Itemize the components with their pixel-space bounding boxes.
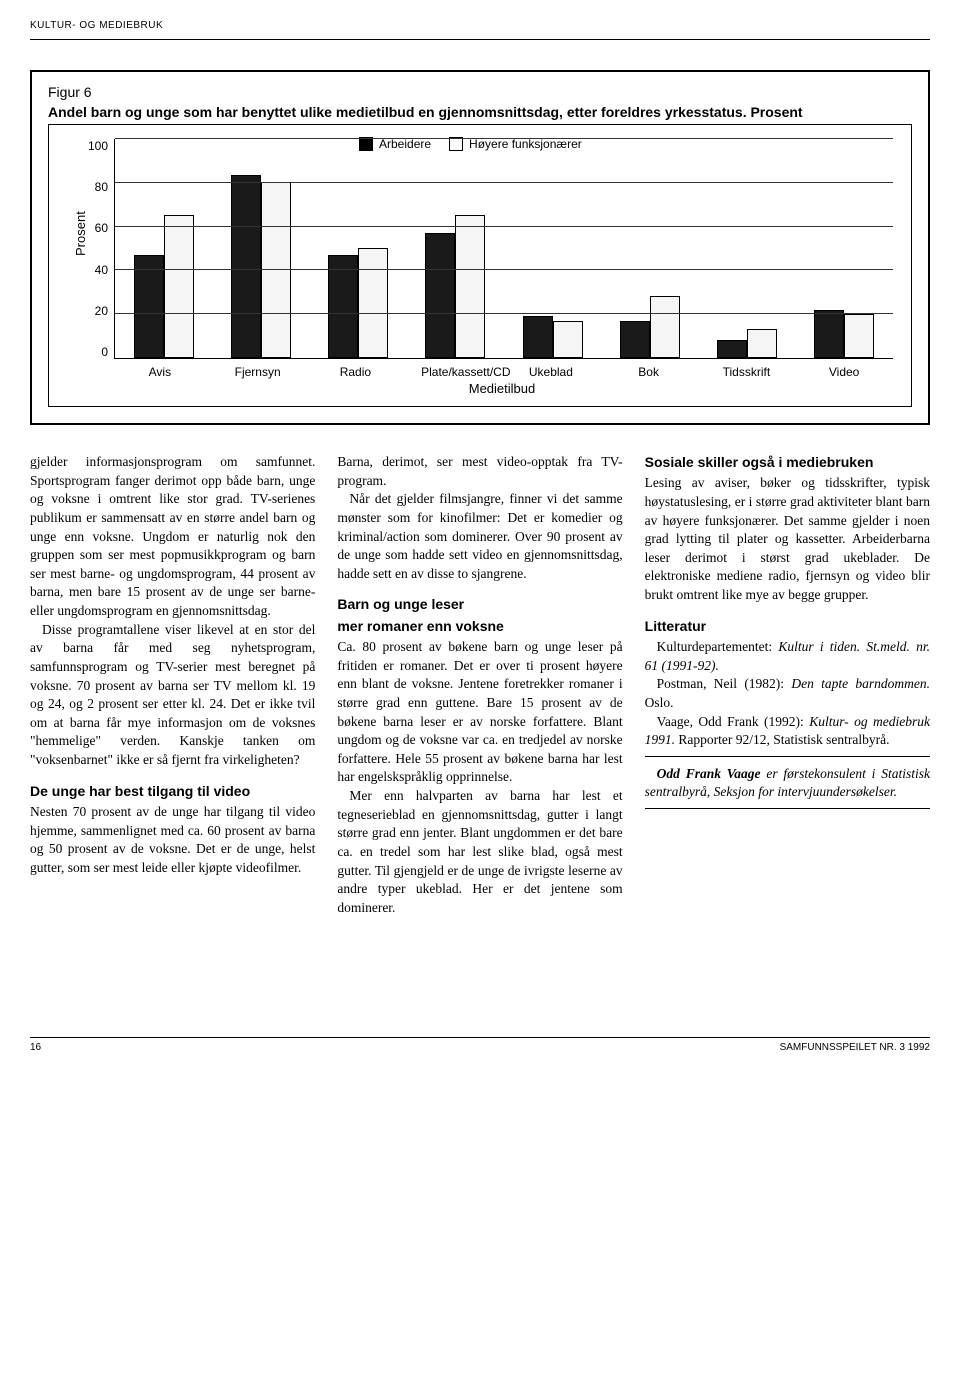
xtick-label: Avis	[128, 365, 192, 379]
col2-h1a: Barn og unge leser	[337, 595, 622, 614]
col1-h1: De unge har best tilgang til video	[30, 782, 315, 801]
x-axis-title: Medietilbud	[111, 381, 893, 396]
gridline	[115, 138, 893, 139]
bar-b	[553, 321, 583, 358]
col3-p1: Lesing av aviser, bøker og tidsskrifter,…	[645, 474, 930, 604]
xtick-label: Tidsskrift	[714, 365, 778, 379]
xtick-label: Fjernsyn	[226, 365, 290, 379]
ytick: 100	[88, 139, 108, 153]
bar-a	[717, 340, 747, 358]
col3-h1: Sosiale skiller også i mediebruken	[645, 453, 930, 472]
ytick: 20	[95, 304, 108, 318]
bar-a	[620, 321, 650, 358]
xtick-label: Ukeblad	[519, 365, 583, 379]
xtick-label: Video	[812, 365, 876, 379]
ytick: 60	[95, 221, 108, 235]
bar-group	[521, 316, 585, 358]
bar-b	[747, 329, 777, 358]
xtick-label: Radio	[323, 365, 387, 379]
figure-title: Andel barn og unge som har benyttet ulik…	[48, 104, 912, 120]
ytick: 40	[95, 263, 108, 277]
bar-group	[423, 215, 487, 358]
bar-group	[229, 175, 293, 358]
col2-p3: Ca. 80 prosent av bøkene barn og unge le…	[337, 638, 622, 787]
lit1a: Kulturdepartementet:	[657, 639, 779, 654]
header-rule	[30, 39, 930, 40]
lit-2: Postman, Neil (1982): Den tapte barndomm…	[645, 675, 930, 712]
column-3: Sosiale skiller også i mediebruken Lesin…	[645, 453, 930, 917]
col2-p4: Mer enn halvparten av barna har lest et …	[337, 787, 622, 917]
y-axis-label: Prosent	[67, 139, 88, 359]
col3-rule-2	[645, 808, 930, 809]
col1-p2: Disse programtallene viser likevel at en…	[30, 621, 315, 770]
bar-b	[650, 296, 680, 358]
x-axis-labels: Avis Fjernsyn Radio Plate/kassett/CD Ukeblad…	[111, 365, 893, 379]
text-columns: gjelder informasjonsprogram om samfunnet…	[30, 453, 930, 917]
xtick-label: Bok	[617, 365, 681, 379]
y-axis-ticks: 100 80 60 40 20 0	[88, 139, 114, 359]
gridline	[115, 226, 893, 227]
lit3c: Rapporter 92/12, Statistisk sentralbyrå.	[675, 732, 889, 747]
ytick: 0	[101, 345, 108, 359]
gridline	[115, 313, 893, 314]
bar-b	[164, 215, 194, 358]
figure-label: Figur 6	[48, 84, 912, 100]
footer-pub: SAMFUNNSSPEILET NR. 3 1992	[780, 1042, 930, 1053]
bar-group	[326, 248, 390, 358]
lit3a: Vaage, Odd Frank (1992):	[657, 714, 810, 729]
author-note: Odd Frank Vaage er førstekonsulent i Sta…	[645, 765, 930, 802]
col3-rule-1	[645, 756, 930, 757]
bars-row	[115, 139, 893, 358]
chart-plot	[114, 139, 893, 359]
col2-p1: Barna, derimot, ser mest video-opptak fr…	[337, 453, 622, 490]
footer-page: 16	[30, 1042, 41, 1053]
bar-b	[844, 314, 874, 358]
lit-3: Vaage, Odd Frank (1992): Kultur- og medi…	[645, 713, 930, 750]
lit-1: Kulturdepartementet: Kultur i tiden. St.…	[645, 638, 930, 675]
col1-p3: Nesten 70 prosent av de unge har tilgang…	[30, 803, 315, 878]
chart-wrap: Prosent 100 80 60 40 20 0	[67, 139, 893, 359]
bar-a	[231, 175, 261, 358]
bar-group	[715, 329, 779, 358]
bar-b	[358, 248, 388, 358]
column-2: Barna, derimot, ser mest video-opptak fr…	[337, 453, 622, 917]
col3-h2: Litteratur	[645, 617, 930, 636]
lit2a: Postman, Neil (1982):	[657, 676, 792, 691]
lit2b: Den tapte barndommen.	[791, 676, 930, 691]
gridline	[115, 182, 893, 183]
figure-box: Figur 6 Andel barn og unge som har benyt…	[30, 70, 930, 425]
lit2c: Oslo.	[645, 695, 674, 710]
bar-group	[132, 215, 196, 358]
figure-inner: Arbeidere Høyere funksjonærer Prosent 10…	[48, 124, 912, 407]
col2-p2: Når det gjelder filmsjangre, finner vi d…	[337, 490, 622, 583]
section-header: KULTUR- OG MEDIEBRUK	[30, 20, 930, 31]
ytick: 80	[95, 180, 108, 194]
bar-a	[425, 233, 455, 358]
bar-b	[455, 215, 485, 358]
bar-a	[814, 310, 844, 358]
column-1: gjelder informasjonsprogram om samfunnet…	[30, 453, 315, 917]
col2-h1b: mer romaner enn voksne	[337, 617, 622, 636]
page-footer: 16 SAMFUNNSSPEILET NR. 3 1992	[30, 1037, 930, 1053]
bar-group	[812, 310, 876, 358]
col1-p1: gjelder informasjonsprogram om samfunnet…	[30, 453, 315, 621]
bar-group	[618, 296, 682, 358]
xtick-label: Plate/kassett/CD	[421, 365, 485, 379]
gridline	[115, 269, 893, 270]
bar-a	[523, 316, 553, 358]
